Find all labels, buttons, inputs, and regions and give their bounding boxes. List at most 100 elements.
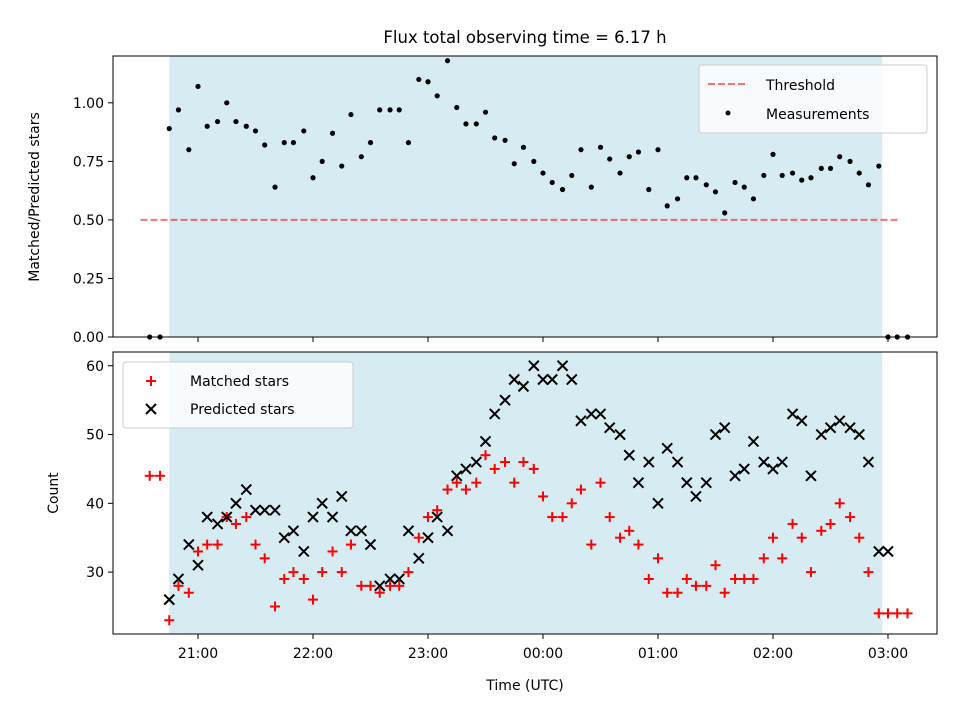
measurement-point (520, 144, 527, 150)
predicted-point (709, 428, 722, 441)
predicted-point (393, 573, 405, 585)
predicted-point (307, 511, 319, 523)
matched-point (845, 512, 856, 523)
measurement-point (272, 184, 278, 190)
predicted-point (192, 559, 204, 571)
matched-point (423, 512, 433, 523)
matched-point (672, 587, 683, 598)
measurement-point (827, 165, 834, 171)
measurement-point (186, 147, 192, 153)
matched-point (259, 553, 270, 564)
measurement-point (511, 161, 517, 167)
x-tick-label: 22:00 (293, 646, 333, 662)
predicted-point (528, 360, 540, 372)
predicted-point (508, 373, 520, 386)
measurement-point (290, 140, 297, 146)
predicted-point (805, 470, 817, 482)
matched-point (403, 567, 414, 578)
predicted-point (862, 456, 875, 468)
measurement-point (722, 210, 728, 216)
measurement-point (252, 128, 259, 134)
predicted-point (537, 373, 549, 386)
predicted-point (221, 511, 233, 523)
matched-point (250, 539, 261, 550)
y-tick-label: 0.75 (73, 154, 104, 170)
legend-matched-swatch (146, 376, 156, 386)
predicted-point (661, 442, 673, 454)
measurement-point (626, 154, 632, 160)
matched-point (575, 484, 586, 495)
measurement-point (655, 147, 661, 153)
x-tick-label: 21:00 (178, 646, 218, 662)
predicted-point (316, 497, 328, 510)
measurement-point (540, 170, 546, 176)
measurement-point (319, 158, 325, 164)
predicted-point (201, 511, 213, 523)
legend-measurement-swatch (725, 110, 731, 116)
measurement-point (492, 135, 498, 141)
matched-point (805, 567, 816, 578)
predicted-point (441, 525, 454, 537)
count-y-axis: 30 40 50 60 (86, 359, 113, 581)
y-tick-label: 1.00 (73, 96, 104, 112)
measurement-point (377, 107, 383, 113)
matched-point (413, 532, 424, 543)
measurement-point (876, 163, 882, 169)
matched-point (155, 470, 166, 481)
predicted-point (747, 435, 760, 448)
measurement-point (646, 186, 652, 193)
matched-point (873, 608, 884, 619)
matched-point (500, 457, 511, 468)
matched-point (748, 573, 759, 584)
predicted-point (824, 421, 837, 434)
measurement-point (502, 137, 508, 143)
predicted-point (815, 428, 828, 441)
predicted-point (431, 511, 443, 523)
predicted-point (833, 415, 846, 427)
measurement-point (434, 93, 440, 99)
measurement-point (635, 149, 642, 155)
matched-point (288, 567, 299, 578)
predicted-point (786, 408, 799, 420)
predicted-point (796, 415, 808, 427)
matched-point (394, 580, 405, 591)
measurement-point (473, 121, 479, 127)
y-tick-label: 50 (86, 428, 104, 444)
predicted-point (402, 525, 415, 537)
matched-point (787, 518, 798, 529)
measurement-point (712, 189, 719, 195)
matched-point (230, 518, 241, 529)
legend-matched-label: Matched stars (190, 374, 289, 390)
measurement-point (463, 121, 469, 127)
predicted-point (729, 470, 741, 482)
matched-point (193, 546, 203, 557)
predicted-point (258, 504, 271, 516)
measurement-point (808, 175, 814, 181)
ratio-panel: 0.00 0.25 0.50 0.75 1.00 Matched/Predicted s… (27, 55, 938, 346)
predicted-point (460, 463, 472, 475)
matched-point (173, 580, 184, 591)
legend-threshold-label: Threshold (765, 78, 835, 94)
predicted-point (413, 552, 425, 565)
ratio-y-label: Matched/Predicted stars (27, 112, 43, 282)
matched-point (825, 518, 836, 529)
predicted-point (278, 532, 290, 544)
measurement-point (224, 100, 230, 106)
predicted-point (556, 360, 569, 372)
matched-point (604, 512, 615, 523)
legend-predicted-label: Predicted stars (190, 402, 295, 418)
measurement-point (233, 118, 239, 125)
predicted-point (575, 415, 587, 427)
matched-point (863, 567, 874, 578)
matched-point (902, 608, 913, 619)
predicted-point (652, 497, 664, 510)
matched-point (345, 539, 356, 550)
predicted-point (517, 380, 530, 393)
predicted-point (287, 525, 300, 537)
measurement-point (559, 186, 566, 193)
predicted-point (364, 538, 377, 551)
predicted-point (594, 408, 607, 420)
measurement-point (348, 111, 354, 118)
measurement-point (607, 156, 613, 162)
predicted-point (873, 545, 885, 558)
